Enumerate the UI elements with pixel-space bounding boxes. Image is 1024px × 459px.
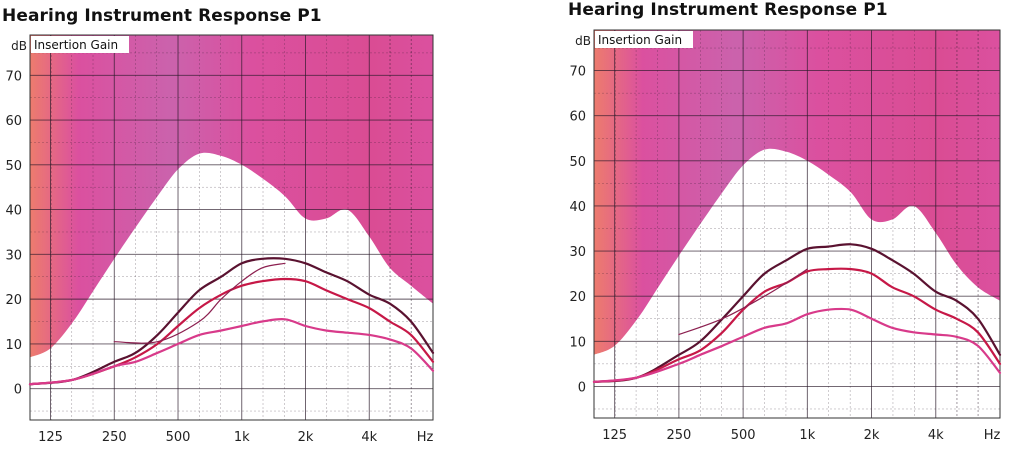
y-tick-label: 70	[569, 65, 586, 80]
insertion-gain-chart: Insertion Gain dB 0 10 20 30 40 50 60 70 125 250 500…	[5, 34, 435, 445]
chart-title: Hearing Instrument Response P1	[2, 6, 322, 26]
x-tick-label: 4k	[361, 430, 377, 445]
y-tick-label: 60	[5, 114, 22, 129]
y-axis-unit: dB	[575, 34, 591, 48]
y-tick-label: 0	[14, 383, 22, 398]
chart-panel-left: Hearing Instrument Response P1 Insertion…	[0, 0, 450, 459]
plot-frame	[29, 34, 434, 421]
series-line-1	[28, 257, 435, 386]
plot-label-box	[31, 36, 129, 53]
y-tick-label: 20	[569, 290, 586, 305]
series-line-1	[592, 243, 1002, 383]
x-axis-unit: Hz	[417, 430, 434, 445]
series-line-3	[592, 307, 1002, 383]
y-tick-label: 50	[569, 155, 586, 170]
x-tick-label: 2k	[298, 430, 314, 445]
y-tick-label: 10	[5, 338, 22, 353]
chart-title: Hearing Instrument Response P1	[568, 0, 888, 20]
gain-limit-shaded-area	[594, 30, 1000, 355]
x-tick-label: 125	[602, 428, 627, 443]
y-tick-label: 30	[5, 248, 22, 263]
series-line-3	[28, 318, 435, 386]
y-tick-label: 20	[5, 293, 22, 308]
y-tick-label: 40	[569, 200, 586, 215]
chart-panel-right: Hearing Instrument Response P1 Insertion…	[566, 0, 1024, 459]
x-tick-label: 2k	[864, 428, 880, 443]
y-tick-label: 30	[569, 245, 586, 260]
insertion-gain-chart: Insertion Gain dB 0 10 20 30 40 50 60 70 125 250 500…	[569, 29, 1002, 443]
x-tick-label: 4k	[928, 428, 944, 443]
plot-label: Insertion Gain	[34, 38, 118, 52]
x-tick-label: 250	[102, 430, 127, 445]
series-line-4	[113, 262, 286, 344]
x-tick-label: 1k	[799, 428, 815, 443]
x-tick-label: 1k	[234, 430, 250, 445]
y-tick-label: 10	[569, 335, 586, 350]
plot-label-box	[595, 31, 693, 48]
y-tick-label: 40	[5, 204, 22, 219]
x-tick-label: 500	[731, 428, 756, 443]
y-tick-label: 0	[578, 380, 586, 395]
series-line-2	[28, 277, 435, 386]
plot-frame	[593, 29, 1001, 419]
y-tick-label: 50	[5, 159, 22, 174]
x-tick-label: 250	[666, 428, 691, 443]
series-line-4	[678, 268, 808, 336]
x-tick-label: 125	[38, 430, 63, 445]
y-axis-unit: dB	[11, 39, 27, 53]
y-tick-label: 60	[569, 110, 586, 125]
plot-label: Insertion Gain	[598, 33, 682, 47]
x-tick-label: 500	[166, 430, 191, 445]
series-line-2	[592, 267, 1002, 383]
gain-limit-shaded-area	[30, 35, 433, 358]
y-tick-label: 70	[5, 69, 22, 84]
x-axis-unit: Hz	[984, 428, 1001, 443]
